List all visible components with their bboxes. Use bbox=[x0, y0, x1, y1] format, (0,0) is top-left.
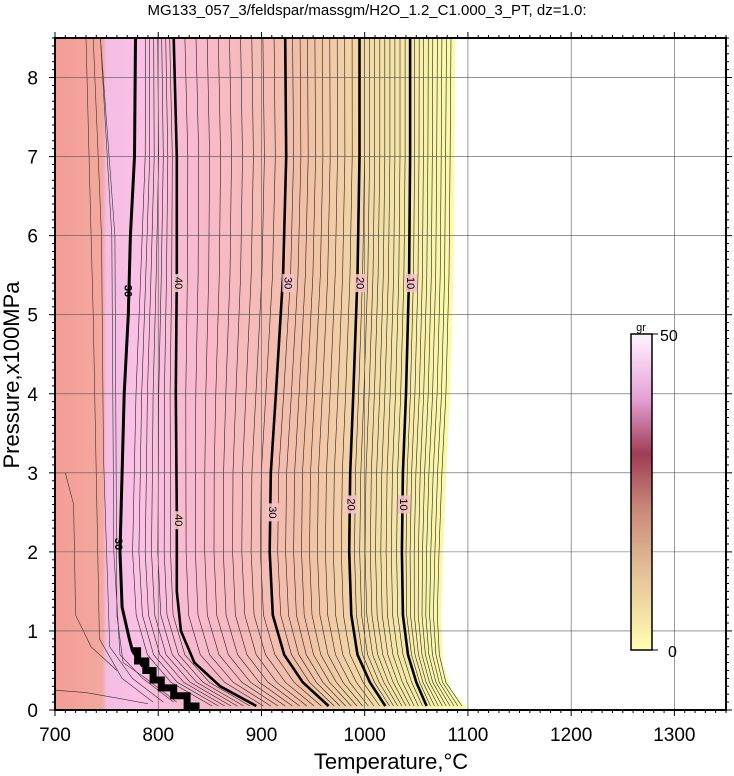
colorbar: 50 0 gr bbox=[630, 322, 678, 661]
contour-line bbox=[380, 38, 411, 707]
contour-line bbox=[232, 38, 300, 707]
contour-line bbox=[417, 38, 443, 707]
contour-line bbox=[144, 38, 225, 707]
contour-line bbox=[222, 38, 293, 707]
y-tick-label: 7 bbox=[27, 148, 38, 169]
colorbar-max-label: 50 bbox=[660, 328, 678, 345]
contour-line bbox=[138, 38, 219, 707]
contour-line bbox=[413, 38, 439, 707]
contour-line bbox=[293, 38, 346, 707]
chart-title: MG133_057_3/feldspar/massgm/H2O_1.2_C1.0… bbox=[147, 2, 586, 19]
contour-label-bg bbox=[282, 274, 295, 293]
contour-label: 20 bbox=[354, 277, 366, 289]
contour-label-bg bbox=[172, 511, 185, 530]
frame-ticks bbox=[49, 32, 732, 716]
contour-line bbox=[241, 38, 308, 707]
y-tick-label: 1 bbox=[27, 622, 38, 643]
contour-line bbox=[163, 38, 244, 707]
y-axis-label: Pressure,x100MPa bbox=[0, 281, 24, 469]
contour-line bbox=[390, 38, 419, 707]
contour-label: 10 bbox=[397, 498, 409, 510]
x-tick-label: 1300 bbox=[653, 725, 695, 746]
x-axis-label: Temperature,°C bbox=[314, 749, 468, 774]
contour-line bbox=[250, 38, 315, 707]
contour-line bbox=[169, 38, 251, 707]
solidus-label: 30 bbox=[121, 285, 133, 297]
y-tick-label: 4 bbox=[27, 385, 38, 406]
contour-label: 30 bbox=[281, 277, 293, 289]
y-tick-label: 8 bbox=[27, 69, 38, 90]
solidus-staircase bbox=[132, 647, 200, 710]
contour-label-bg bbox=[397, 495, 410, 514]
contour-line bbox=[332, 38, 375, 707]
contour-line bbox=[85, 38, 154, 703]
plot-area: 40 40 30 30 20 20 10 10 30 30 bbox=[55, 38, 726, 710]
contour-line bbox=[132, 38, 213, 707]
contour-line bbox=[213, 38, 286, 707]
contour-label-bg bbox=[354, 274, 367, 293]
contour-label: 10 bbox=[404, 277, 416, 289]
x-tick-label: 700 bbox=[39, 725, 71, 746]
contour-line bbox=[260, 38, 322, 707]
x-tick-label: 900 bbox=[246, 725, 278, 746]
contour-label: 40 bbox=[172, 277, 184, 289]
contour-labels: 40 40 30 30 20 20 10 10 30 30 bbox=[112, 274, 418, 550]
contour-line bbox=[309, 38, 358, 707]
contour-line bbox=[429, 38, 455, 707]
solidus-line bbox=[118, 38, 144, 668]
x-tick-labels: 700 800 900 1000 1100 1200 1300 bbox=[39, 725, 695, 746]
thin-contours bbox=[55, 38, 463, 707]
contour-label-bg bbox=[405, 274, 418, 293]
contour-line bbox=[340, 38, 380, 707]
contour-line bbox=[359, 38, 394, 707]
contour-line bbox=[385, 38, 415, 707]
y-tick-label: 2 bbox=[27, 543, 38, 564]
colorbar-min-label: 0 bbox=[668, 644, 677, 661]
x-tick-label: 1000 bbox=[344, 725, 386, 746]
plot-frame bbox=[54, 37, 727, 711]
contour-line bbox=[301, 38, 352, 707]
y-tick-label: 5 bbox=[27, 306, 38, 327]
contour-line bbox=[317, 38, 363, 707]
contour-line bbox=[151, 38, 232, 707]
contour-line bbox=[409, 38, 435, 707]
contour-line bbox=[184, 38, 264, 707]
y-tick-labels: 0 1 2 3 4 5 6 7 8 bbox=[27, 69, 38, 722]
contour-line-40 bbox=[172, 38, 257, 708]
colorbar-scale bbox=[630, 333, 653, 651]
x-tick-label: 1100 bbox=[447, 725, 488, 746]
contour-label: 20 bbox=[344, 498, 356, 510]
x-tick-label: 800 bbox=[142, 725, 174, 746]
contour-label: 40 bbox=[172, 514, 184, 526]
gridlines bbox=[55, 38, 726, 710]
contour-line bbox=[364, 38, 398, 707]
y-tick-label: 6 bbox=[27, 227, 38, 248]
contour-label-bg bbox=[172, 274, 185, 293]
contour-label-bg bbox=[345, 495, 358, 514]
solidus-label: 30 bbox=[112, 538, 124, 550]
contour-line bbox=[433, 38, 459, 707]
y-tick-label: 0 bbox=[27, 701, 38, 722]
contour-label: 30 bbox=[266, 506, 278, 518]
y-tick-label: 3 bbox=[27, 464, 38, 485]
contour-line bbox=[204, 38, 279, 707]
contour-line bbox=[369, 38, 403, 707]
contour-line bbox=[194, 38, 271, 707]
contour-line bbox=[325, 38, 369, 707]
colorbar-unit: gr bbox=[636, 322, 646, 334]
contour-line bbox=[425, 38, 451, 707]
contour-label-bg bbox=[266, 503, 279, 522]
contour-line bbox=[421, 38, 447, 707]
contour-line bbox=[396, 38, 423, 707]
contour-line bbox=[375, 38, 407, 707]
contour-line bbox=[55, 689, 148, 704]
contour-line bbox=[436, 38, 463, 707]
contour-line bbox=[285, 38, 341, 707]
x-tick-label: 1200 bbox=[550, 725, 592, 746]
